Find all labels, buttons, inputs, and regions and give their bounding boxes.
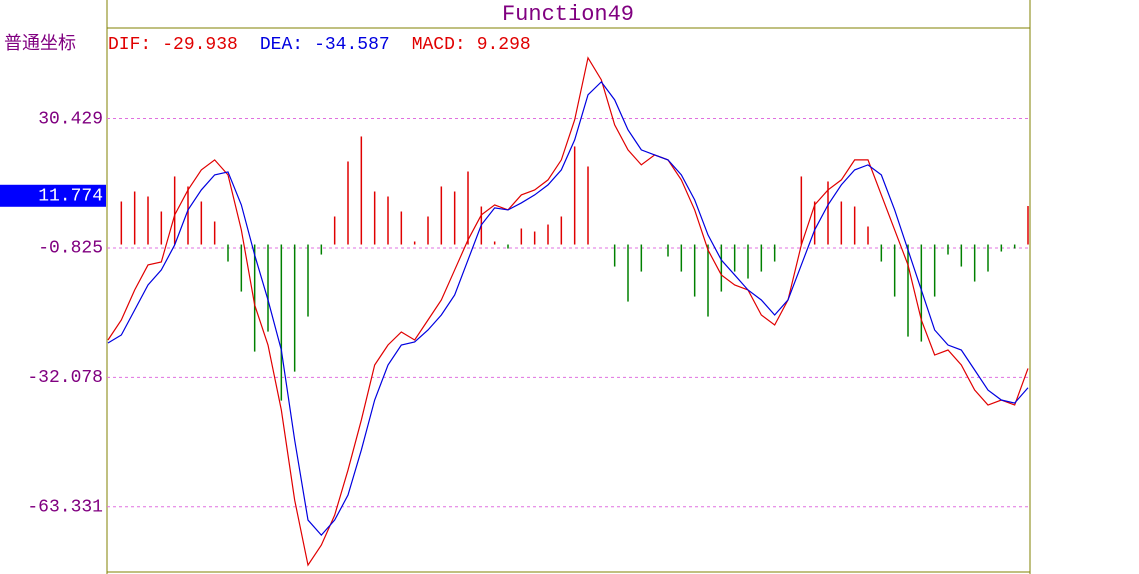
- legend-value: 9.298: [477, 35, 531, 55]
- current-value-label: 11.774: [38, 187, 103, 207]
- legend: DIF: -29.938 DEA: -34.587 MACD: 9.298: [108, 35, 531, 55]
- y-tick-label: -63.331: [27, 497, 103, 517]
- legend-value: -29.938: [162, 35, 238, 55]
- line-0: [107, 56, 1029, 567]
- y-tick-label: -0.825: [38, 239, 103, 259]
- legend-value: -34.587: [314, 35, 390, 55]
- legend-name: DEA:: [260, 35, 303, 55]
- chart-title: Function49: [502, 2, 634, 27]
- legend-name: DIF:: [108, 35, 151, 55]
- legend-name: MACD:: [412, 35, 466, 55]
- mode-label: 普通坐标: [4, 33, 76, 54]
- y-tick-label: 30.429: [38, 109, 103, 129]
- y-tick-label: -32.078: [27, 368, 103, 388]
- line-1: [107, 80, 1029, 537]
- current-value-box: [0, 184, 106, 207]
